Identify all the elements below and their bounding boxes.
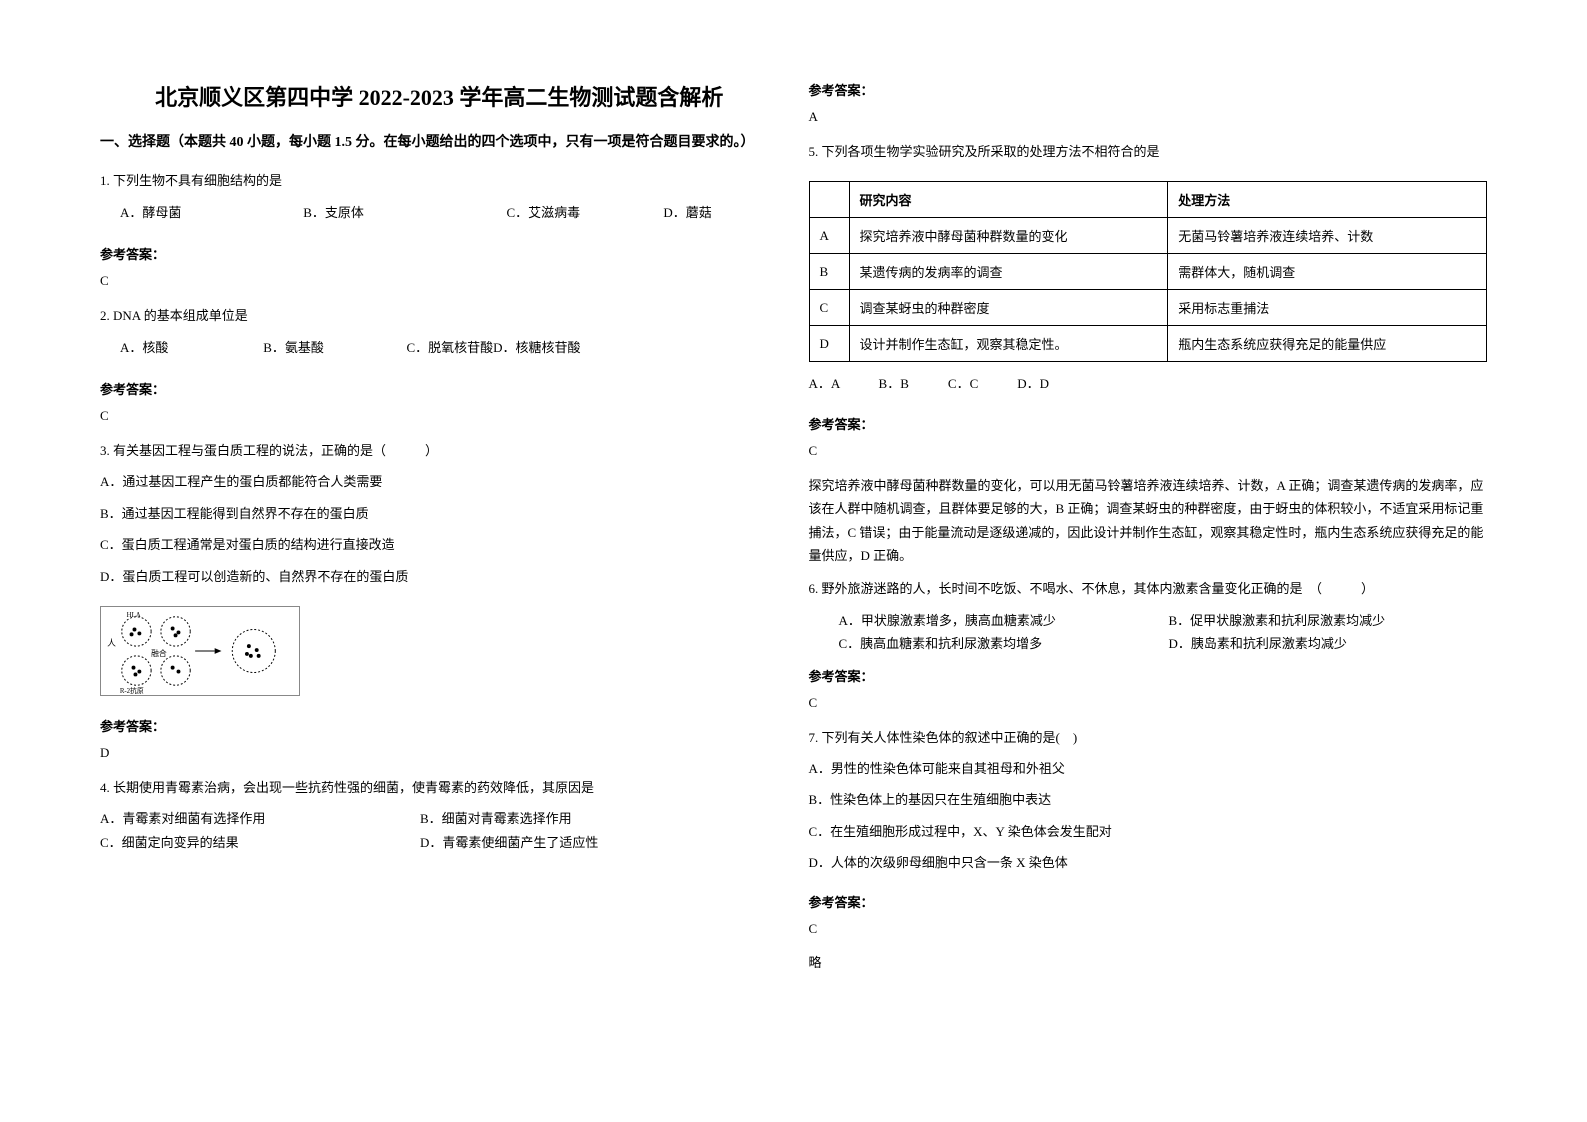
q2-optB: B．氨基酸: [263, 336, 403, 359]
q7-text: 7. 下列有关人体性染色体的叙述中正确的是( ): [809, 726, 1488, 749]
q5-opts: A．A B．B C．C D．D: [809, 372, 1488, 395]
q3-optD: D．蛋白质工程可以创造新的、自然界不存在的蛋白质: [100, 565, 779, 588]
q6-options-row2: C．胰高血糖素和抗利尿激素均增多 D．胰岛素和抗利尿激素均减少: [809, 632, 1488, 655]
table-row: A 探究培养液中酵母菌种群数量的变化 无菌马铃薯培养液连续培养、计数: [809, 218, 1487, 254]
table-header-row: 研究内容 处理方法: [809, 182, 1487, 218]
q2-optA: A．核酸: [120, 336, 260, 359]
th-method: 处理方法: [1168, 182, 1487, 218]
q7-answer-label: 参考答案：: [809, 892, 1488, 911]
right-column: 参考答案： A 5. 下列各项生物学实验研究及所采取的处理方法不相符合的是 研究…: [809, 80, 1488, 1082]
q5-answer-label: 参考答案：: [809, 414, 1488, 433]
q4-answer-label: 参考答案：: [809, 80, 1488, 99]
table-row: C 调查某蚜虫的种群密度 采用标志重捕法: [809, 290, 1487, 326]
diagram-label-hla: HLA: [127, 612, 141, 619]
cell: C: [809, 290, 849, 326]
q3-answer: D: [100, 745, 779, 761]
q1-answer: C: [100, 273, 779, 289]
q6-optB: B．促甲状腺激素和抗利尿激素均减少: [1169, 609, 1386, 632]
q7-optC: C．在生殖细胞形成过程中，X、Y 染色体会发生配对: [809, 820, 1488, 843]
q4-answer: A: [809, 109, 1488, 125]
cell: 无菌马铃薯培养液连续培养、计数: [1168, 218, 1487, 254]
q6-optD: D．胰岛素和抗利尿激素均减少: [1169, 632, 1347, 655]
q7-optD: D．人体的次级卵母细胞中只含一条 X 染色体: [809, 851, 1488, 874]
q1-optC: C．艾滋病毒: [507, 205, 581, 220]
q3-optA: A．通过基因工程产生的蛋白质都能符合人类需要: [100, 470, 779, 493]
q1-text: 1. 下列生物不具有细胞结构的是: [100, 169, 779, 192]
cell: B: [809, 254, 849, 290]
table-row: D 设计并制作生态缸，观察其稳定性。 瓶内生态系统应获得充足的能量供应: [809, 326, 1487, 362]
q4-optB: B．细菌对青霉素选择作用: [420, 807, 572, 830]
q1-optA: A．酵母菌: [100, 201, 300, 224]
left-column: 北京顺义区第四中学 2022-2023 学年高二生物测试题含解析 一、选择题（本…: [100, 80, 779, 1082]
diagram-label-r2: R-2抗原: [120, 686, 144, 695]
q4-optD: D．青霉素使细菌产生了适应性: [420, 831, 598, 854]
q6-answer: C: [809, 695, 1488, 711]
cell: 瓶内生态系统应获得充足的能量供应: [1168, 326, 1487, 362]
q7-optB: B．性染色体上的基因只在生殖细胞中表达: [809, 788, 1488, 811]
th-blank: [809, 182, 849, 218]
q3-optC: C．蛋白质工程通常是对蛋白质的结构进行直接改造: [100, 533, 779, 556]
q2-optC: C．脱氧核苷酸: [407, 340, 494, 355]
diagram-label-fusion: 融合: [151, 648, 167, 658]
q2-answer-label: 参考答案：: [100, 379, 779, 398]
q2-options: A．核酸 B．氨基酸 C．脱氧核苷酸D．核糖核苷酸: [100, 336, 779, 359]
q3-diagram: 人 HLA 融合 R-2抗原: [100, 606, 300, 696]
th-content: 研究内容: [849, 182, 1168, 218]
q6-text: 6. 野外旅游迷路的人，长时间不吃饭、不喝水、不休息，其体内激素含量变化正确的是…: [809, 577, 1488, 600]
page-title: 北京顺义区第四中学 2022-2023 学年高二生物测试题含解析: [100, 80, 779, 112]
q5-explanation: 探究培养液中酵母菌种群数量的变化，可以用无菌马铃薯培养液连续培养、计数，A 正确…: [809, 474, 1488, 568]
q2-text: 2. DNA 的基本组成单位是: [100, 304, 779, 327]
diagram-label-person: 人: [107, 638, 116, 648]
q1-optD: D．蘑菇: [583, 201, 711, 224]
q4-optA: A．青霉素对细菌有选择作用: [100, 807, 420, 830]
q4-text: 4. 长期使用青霉素治病，会出现一些抗药性强的细菌，使青霉素的药效降低，其原因是: [100, 776, 779, 799]
q3-text: 3. 有关基因工程与蛋白质工程的说法，正确的是（ ）: [100, 439, 779, 462]
q6-optA: A．甲状腺激素增多，胰高血糖素减少: [839, 609, 1139, 632]
cell: 采用标志重捕法: [1168, 290, 1487, 326]
cell: 调查某蚜虫的种群密度: [849, 290, 1168, 326]
cell: 设计并制作生态缸，观察其稳定性。: [849, 326, 1168, 362]
q4-optC: C．细菌定向变异的结果: [100, 831, 420, 854]
q6-answer-label: 参考答案：: [809, 666, 1488, 685]
q5-text: 5. 下列各项生物学实验研究及所采取的处理方法不相符合的是: [809, 140, 1488, 163]
q7-note: 略: [809, 952, 1488, 971]
q2-optD: D．核糖核苷酸: [493, 340, 580, 355]
cell: A: [809, 218, 849, 254]
cell: 探究培养液中酵母菌种群数量的变化: [849, 218, 1168, 254]
table-row: B 某遗传病的发病率的调查 需群体大，随机调查: [809, 254, 1487, 290]
q3-optB: B．通过基因工程能得到自然界不存在的蛋白质: [100, 502, 779, 525]
q5-table: 研究内容 处理方法 A 探究培养液中酵母菌种群数量的变化 无菌马铃薯培养液连续培…: [809, 181, 1488, 362]
q4-options: A．青霉素对细菌有选择作用 B．细菌对青霉素选择作用 C．细菌定向变异的结果 D…: [100, 807, 779, 854]
q1-options: A．酵母菌 B．支原体 C．艾滋病毒 D．蘑菇: [100, 201, 779, 224]
q6-options-row1: A．甲状腺激素增多，胰高血糖素减少 B．促甲状腺激素和抗利尿激素均减少: [809, 609, 1488, 632]
q3-answer-label: 参考答案：: [100, 716, 779, 735]
q2-answer: C: [100, 408, 779, 424]
section-header: 一、选择题（本题共 40 小题，每小题 1.5 分。在每小题给出的四个选项中，只…: [100, 132, 779, 154]
q1-answer-label: 参考答案：: [100, 244, 779, 263]
cell: D: [809, 326, 849, 362]
cell: 需群体大，随机调查: [1168, 254, 1487, 290]
q6-optC: C．胰高血糖素和抗利尿激素均增多: [839, 632, 1139, 655]
q1-optB: B．支原体: [303, 201, 503, 224]
q7-answer: C: [809, 921, 1488, 937]
q7-optA: A．男性的性染色体可能来自其祖母和外祖父: [809, 757, 1488, 780]
cell: 某遗传病的发病率的调查: [849, 254, 1168, 290]
q5-answer: C: [809, 443, 1488, 459]
